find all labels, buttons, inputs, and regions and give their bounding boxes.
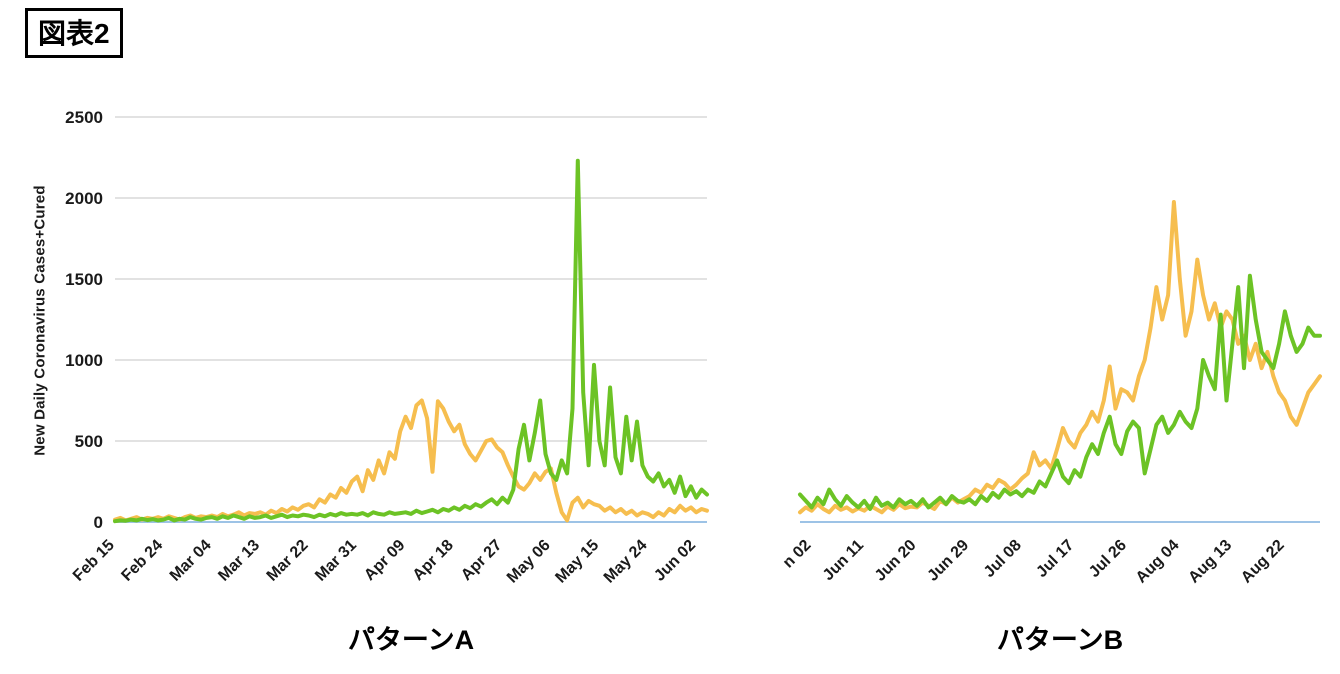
pattern-b-title: パターンB (996, 625, 1124, 655)
green-series-line (113, 158, 709, 524)
x-tick-label: Jun 20 (872, 537, 920, 585)
x-tick-label: Feb 15 (70, 537, 118, 585)
x-tick-label: Jul 17 (1033, 537, 1077, 581)
y-tick-label: 500 (75, 432, 103, 451)
pattern-a-title: パターンA (347, 625, 475, 655)
x-tick-label: Jul 08 (981, 537, 1025, 581)
y-tick-label: 0 (94, 513, 103, 532)
y-tick-label: 2500 (65, 108, 103, 127)
x-tick-label: Jun 11 (820, 537, 867, 584)
x-tick-label: Aug 22 (1238, 537, 1288, 587)
x-tick-label: Apr 09 (361, 537, 408, 584)
pattern-b-chart: n 02 Jun 11 Jun 20 Jun 29 Jul 08 Jul 17 Jul 26… (780, 200, 1322, 587)
x-tick-label: Aug 13 (1185, 537, 1235, 587)
x-tick-label: Jun 02 (651, 537, 699, 585)
x-tick-label: May 15 (552, 537, 602, 587)
figure-label: 図表2 (25, 8, 123, 58)
x-tick-label: Apr 27 (458, 537, 505, 584)
x-tick-label: n 02 (780, 537, 815, 572)
x-tick-label: Apr 18 (410, 537, 457, 584)
y-tick-label: 1000 (65, 351, 103, 370)
green-series-line (798, 273, 1322, 511)
y-axis-title: New Daily Coronavirus Cases+Cured (31, 185, 49, 456)
x-tick-label: Jun 29 (924, 537, 972, 585)
y-tick-label: 1500 (65, 270, 103, 289)
x-tick-label: Mar 31 (312, 537, 360, 585)
x-tick-label: Aug 04 (1133, 537, 1183, 587)
x-tick-label: Mar 22 (264, 537, 312, 585)
x-tick-label: Feb 24 (118, 537, 166, 585)
x-tick-label: May 24 (601, 537, 651, 587)
x-tick-label: Jul 26 (1086, 537, 1130, 581)
y-tick-label: 2000 (65, 189, 103, 208)
x-tick-label: Mar 04 (167, 537, 215, 585)
x-tick-label: May 06 (504, 537, 554, 587)
x-tick-label: Mar 13 (215, 537, 263, 585)
